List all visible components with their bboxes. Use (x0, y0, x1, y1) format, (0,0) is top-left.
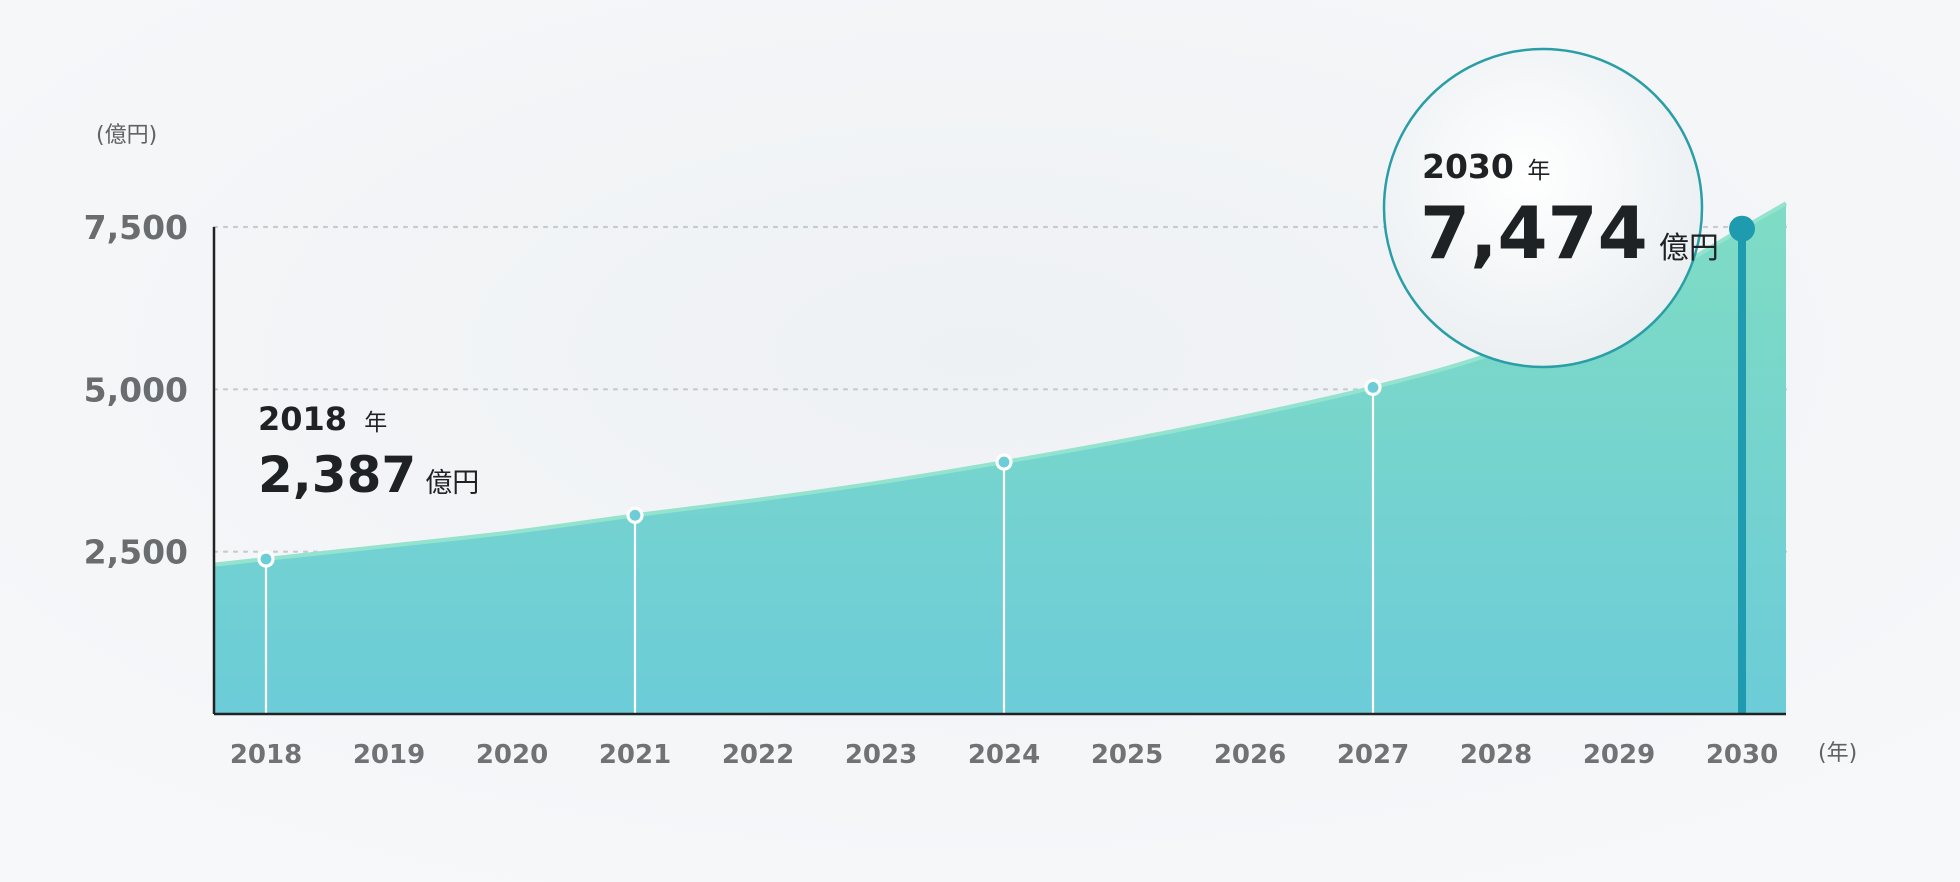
x-tick-label: 2023 (845, 740, 917, 770)
y-axis-unit: (億円) (96, 123, 157, 148)
callout-end-bubble (1382, 47, 1704, 369)
x-tick-label: 2020 (476, 740, 548, 770)
callout-end: 2030 年 7,474 億円 (1382, 47, 1719, 369)
callout-start-year-suffix: 年 (364, 410, 387, 436)
svg-text:7,474 億円: 7,474 億円 (1420, 191, 1719, 275)
data-markers (257, 378, 1382, 714)
marker-point-2021 (626, 506, 644, 524)
x-tick-label: 2026 (1214, 740, 1286, 770)
x-tick-label: 2028 (1460, 740, 1532, 770)
x-tick-label: 2018 (230, 740, 302, 770)
callout-start: 2018 年 2,387 億円 (258, 400, 479, 504)
callout-start-unit: 億円 (425, 468, 479, 499)
highlight-point (1729, 215, 1755, 242)
x-tick-label: 2024 (968, 740, 1040, 770)
marker-point-2027 (1364, 378, 1382, 396)
x-tick-labels: 2018 2019 2020 2021 2022 2023 2024 2025 2026 2027… (230, 740, 1778, 770)
x-tick-label: 2027 (1337, 740, 1409, 770)
callout-end-year: 2030 (1422, 147, 1514, 186)
callout-start-value: 2,387 (258, 446, 416, 504)
marker-point-2024 (995, 453, 1013, 471)
svg-text:2030 年: 2030 年 (1422, 147, 1550, 186)
callout-end-value: 7,474 (1420, 191, 1648, 275)
y-tick-label: 2,500 (84, 533, 188, 572)
marker-point-2018 (257, 550, 275, 568)
x-axis-unit: (年) (1818, 741, 1857, 766)
callout-end-year-suffix: 年 (1527, 158, 1550, 184)
x-tick-label: 2025 (1091, 740, 1163, 770)
y-tick-labels: 2,500 5,000 7,500 (84, 208, 188, 572)
y-tick-label: 7,500 (84, 208, 188, 247)
x-tick-label: 2030 (1706, 740, 1778, 770)
highlight-2030 (1729, 215, 1755, 714)
callout-start-year: 2018 (258, 400, 347, 438)
svg-text:2018 年: 2018 年 (258, 400, 387, 438)
y-tick-label: 5,000 (84, 370, 188, 409)
x-tick-label: 2021 (599, 740, 671, 770)
callout-end-unit: 億円 (1659, 231, 1719, 266)
svg-text:2,387 億円: 2,387 億円 (258, 446, 479, 504)
x-tick-label: 2029 (1583, 740, 1655, 770)
x-tick-label: 2019 (353, 740, 425, 770)
x-tick-label: 2022 (722, 740, 794, 770)
area-series (214, 203, 1786, 715)
